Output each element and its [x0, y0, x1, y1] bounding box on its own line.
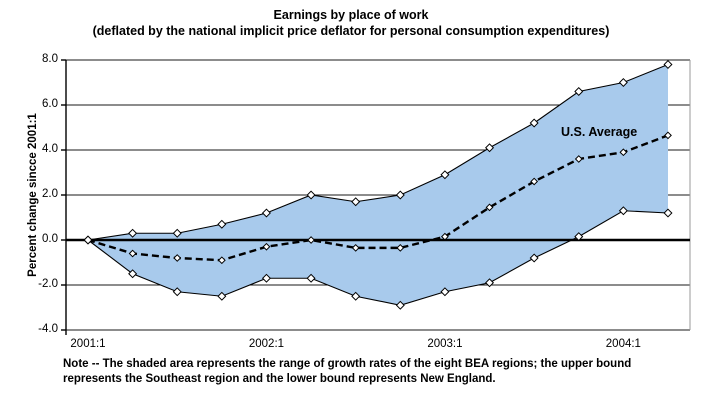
lower-bound-marker — [83, 235, 93, 245]
us-average-marker — [664, 131, 672, 140]
upper-bound-marker — [217, 219, 227, 229]
us-average-annotation: U.S. Average — [561, 125, 638, 139]
lower-bound-marker — [485, 278, 495, 288]
chart-title-line1: Earnings by place of work — [273, 8, 429, 22]
lower-bound-marker — [128, 269, 138, 279]
us-average-marker — [307, 236, 315, 244]
upper-bound-marker — [663, 59, 673, 70]
y-tick-label: 0.0 — [42, 233, 58, 245]
region-range-band — [88, 64, 668, 306]
us-average-marker — [574, 155, 583, 163]
upper-bound-marker — [529, 118, 539, 128]
us-average-marker — [530, 177, 539, 186]
chart-title-line2: (deflated by the national implicit price… — [92, 24, 610, 38]
y-tick-label: 8.0 — [42, 53, 58, 65]
upper-bound-marker — [172, 228, 182, 238]
us-average-line — [87, 134, 669, 262]
y-tick-label: 2.0 — [42, 188, 58, 200]
upper-bound-marker — [440, 170, 450, 180]
upper-bound-marker — [485, 143, 495, 153]
lower-bound-marker — [663, 208, 673, 218]
chart-note-line2: represents the Southeast region and the … — [63, 373, 496, 385]
x-tick-label: 2004:1 — [605, 338, 641, 350]
us-average-marker — [441, 232, 449, 241]
upper-bound-marker — [261, 208, 271, 218]
us-average-marker — [173, 254, 182, 262]
lower-bound-marker — [574, 232, 584, 242]
lower-bound-marker — [529, 253, 539, 263]
upper-bound-marker — [306, 190, 316, 200]
y-tick-label: 6.0 — [42, 98, 58, 110]
y-tick-label: 4.0 — [42, 143, 58, 155]
us-average-marker — [396, 243, 405, 252]
chart-note-line1: Note -- The shaded area represents the r… — [63, 358, 632, 370]
lower-bound-marker — [395, 300, 405, 310]
chart-title: Earnings by place of work (deflated by t… — [0, 7, 702, 39]
x-tick-label: 2002:1 — [248, 338, 285, 350]
lower-bound-marker — [306, 273, 316, 283]
upper-bound-marker — [618, 77, 628, 88]
lower-bound-marker — [618, 206, 628, 216]
lower-bound-line — [87, 210, 669, 306]
upper-bound-line — [87, 63, 669, 241]
us-average-marker — [128, 249, 137, 258]
chart-note: Note -- The shaded area represents the r… — [63, 357, 663, 387]
upper-bound-marker — [574, 86, 584, 97]
lower-bound-marker — [172, 287, 182, 297]
upper-bound-marker — [351, 197, 361, 207]
us-average-marker — [485, 203, 494, 212]
lower-bound-marker — [351, 291, 361, 301]
us-average-marker — [619, 148, 628, 157]
lower-bound-marker — [217, 291, 227, 301]
lower-bound-marker — [440, 287, 450, 297]
y-tick-label: -4.0 — [38, 323, 58, 335]
us-average-marker — [262, 242, 271, 251]
x-tick-label: 2001:1 — [70, 338, 106, 350]
y-tick-label: -2.0 — [38, 278, 58, 290]
x-tick-label: 2003:1 — [427, 338, 463, 350]
upper-bound-marker — [128, 228, 138, 238]
lower-bound-marker — [261, 273, 271, 283]
upper-bound-marker — [395, 190, 405, 200]
us-average-marker — [217, 256, 226, 265]
us-average-marker — [351, 243, 360, 252]
